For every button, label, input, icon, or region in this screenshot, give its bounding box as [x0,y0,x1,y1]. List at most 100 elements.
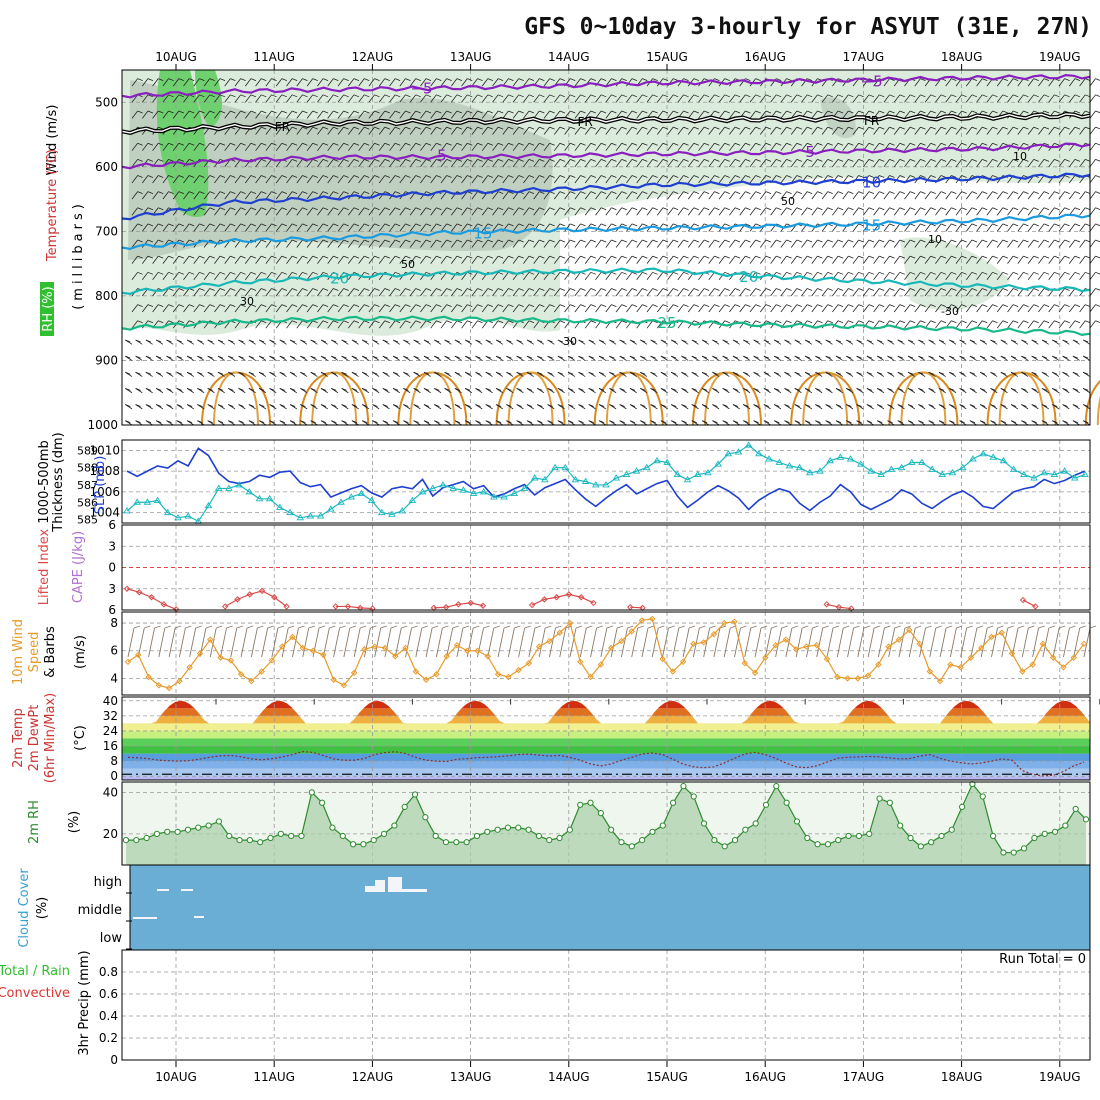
wind-barb-flag [465,355,471,359]
wind-barb [358,159,365,168]
wind-barb [152,255,159,264]
wind-barb-flag [281,255,287,259]
thickness-point [958,463,967,471]
wind-barb-flag [1033,288,1039,291]
wind-barb-flag [868,158,875,162]
wind-barb-flag [125,371,131,375]
wind-barb-flag [446,288,452,291]
wind-barb [1089,94,1096,103]
wind-barb-flag [631,271,638,275]
wind-barb-flag [837,94,844,98]
wind-barb [996,78,1004,87]
wind-barb-flag [714,110,720,114]
wind-barb [636,191,643,200]
wind-barb [1048,94,1055,103]
wind-barb-flag [343,158,349,162]
wind-barb [523,110,530,119]
li-ytick: 0 [108,561,116,575]
wind-barb-flag [495,339,502,343]
wind-barb [306,159,314,168]
wind-barb [976,288,983,297]
wind-barb [687,175,695,184]
thickness-point [408,496,417,503]
wind-barb [234,223,241,232]
surface-wind-barb-flag [473,625,480,629]
wind-barb-flag [734,110,741,114]
wind-speed-point [782,636,790,643]
wind-barb [832,288,839,297]
wind-barb [368,288,375,297]
wind-barb-flag [135,388,141,391]
wind-barb [821,191,829,200]
wind-barb-flag [456,288,463,291]
wind-barb [389,94,396,103]
wind-barb [492,288,499,297]
wind-barb-flag [693,255,699,259]
wind-barb [976,159,983,168]
rh-point [969,780,976,788]
surface-wind-barb-flag [606,625,614,629]
wind-barb-flag [1054,304,1060,307]
wind-barb-flag [621,288,627,291]
wind-barb-flag [920,142,926,146]
wind-barb-flag [660,404,667,407]
wind-barb [564,175,571,184]
wind-barb [821,142,829,151]
rh-point [989,832,997,840]
wind-barb-flag [982,320,988,324]
wind-barb-flag [848,158,854,162]
wind-barb-flag [776,239,782,243]
wind-barb-flag [230,288,236,291]
wind-barb-flag [1064,271,1070,275]
surface-wind-barb-flag [339,625,346,629]
wind-barb-flag [938,388,945,391]
wind-barb-flag [642,94,648,98]
wind-barb-flag [436,255,442,259]
wind-barb-flag [1062,420,1068,424]
wind-speed-point [1019,668,1026,675]
wind-barb [780,94,787,103]
wind-barb-flag [217,388,224,391]
wind-barb [904,272,911,281]
wind-barb-flag [1002,239,1008,243]
wind-barb-flag [518,288,524,291]
wind-barb-flag [724,191,730,195]
li-point [258,587,266,595]
wind-barb [296,94,303,103]
wind-barb-flag [786,239,792,243]
wind-barb [739,255,746,264]
wind-barb [1027,78,1035,87]
wind-barb [718,207,726,216]
wind-barb-flag [506,339,512,343]
wind-barb [821,159,829,168]
wind-barb [574,110,581,119]
surface-wind-barb [487,627,495,658]
wind-barb [234,110,241,119]
wind-barb [461,239,468,248]
surface-wind-barb [1001,627,1009,658]
thickness-point [398,507,406,514]
wind-barb [327,78,334,87]
isotherm-label: −5 [861,72,883,90]
wind-barb-flag [405,207,411,211]
wind-barb-flag [487,78,493,82]
wind-barb [378,239,386,248]
wind-barb-flag [806,191,813,195]
wind-barb-flag [765,207,772,211]
wind-barb-flag [436,304,442,307]
wind-speed-point [320,651,327,659]
thickness-point [571,475,580,483]
wind-barb-flag [1064,78,1070,82]
wind-barb-flag [827,126,833,130]
wind-barb-flag [961,304,967,307]
wind-barb-flag [825,339,831,343]
wind-barb-flag [570,126,576,130]
wind-barb [523,175,530,184]
wind-barb-flag [848,288,854,291]
wind-barb-flag [497,271,504,275]
cloud-patch [157,889,169,891]
wind-barb [1079,94,1086,103]
surface-wind-barb-flag [246,625,254,629]
wind-barb [553,320,561,329]
wind-barb-flag [374,191,380,195]
